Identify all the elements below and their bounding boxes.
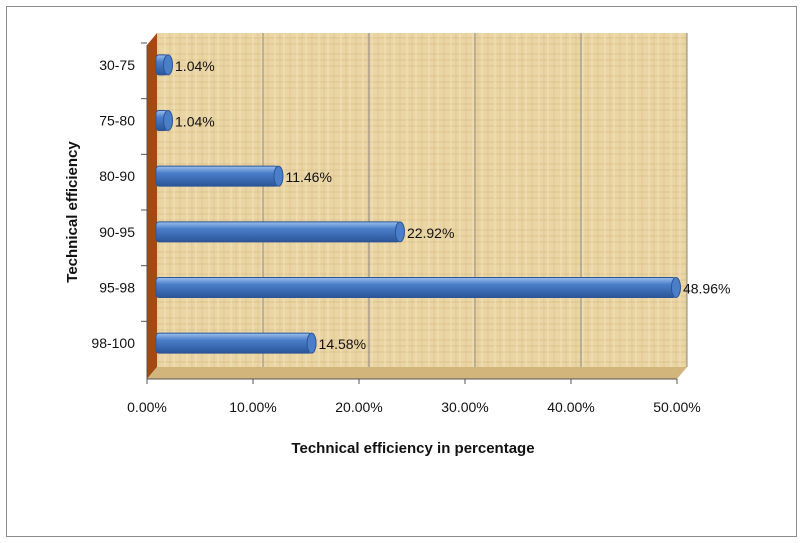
bar-end-cap bbox=[163, 110, 174, 131]
x-tick-label: 50.00% bbox=[653, 399, 700, 415]
x-tick-label: 40.00% bbox=[547, 399, 594, 415]
y-tick-label: 30-75 bbox=[99, 57, 135, 73]
data-label: 22.92% bbox=[407, 225, 454, 241]
y-tick-label: 98-100 bbox=[91, 335, 135, 351]
y-tick-labels: 30-75 75-80 80-90 90-95 95-98 98-100 bbox=[91, 42, 147, 351]
data-label: 1.04% bbox=[175, 58, 215, 74]
bar-end-cap bbox=[394, 221, 405, 243]
data-label: 1.04% bbox=[175, 114, 215, 130]
bar-end-cap bbox=[163, 54, 174, 76]
bar bbox=[155, 277, 677, 298]
y-tick-label: 90-95 bbox=[99, 224, 135, 240]
bar bbox=[155, 221, 401, 243]
data-label: 11.46% bbox=[285, 169, 331, 185]
chart-frame: 1.04% 1.04% 11.46% 22.92% 48.96% 14.58% 30-75… bbox=[6, 6, 797, 537]
bar-chart: 1.04% 1.04% 11.46% 22.92% 48.96% 14.58% 30-75… bbox=[64, 33, 730, 457]
side-wall bbox=[147, 33, 157, 379]
x-axis-title: Technical efficiency in percentage bbox=[291, 440, 534, 457]
y-tick-label: 80-90 bbox=[99, 168, 135, 184]
bar bbox=[155, 165, 279, 187]
bar-end-cap bbox=[273, 165, 284, 187]
bar-end-cap bbox=[306, 332, 317, 354]
y-tick-label: 95-98 bbox=[99, 280, 135, 296]
gridlines bbox=[262, 33, 688, 367]
y-axis-title: Technical efficiency bbox=[64, 141, 81, 283]
back-wall bbox=[157, 33, 687, 367]
y-tick-label: 75-80 bbox=[99, 113, 135, 129]
bars bbox=[155, 54, 681, 354]
x-tick-label: 30.00% bbox=[441, 399, 488, 415]
x-tick-labels: 0.00% 10.00% 20.00% 30.00% 40.00% 50.00% bbox=[127, 379, 701, 415]
x-tick-label: 10.00% bbox=[229, 399, 276, 415]
x-tick-label: 20.00% bbox=[335, 399, 382, 415]
x-tick-label: 0.00% bbox=[127, 399, 167, 415]
floor bbox=[147, 367, 687, 379]
data-label: 14.58% bbox=[319, 336, 366, 352]
bar-end-cap bbox=[670, 277, 681, 298]
data-label: 48.96% bbox=[683, 281, 730, 297]
bar bbox=[155, 332, 313, 354]
data-labels: 1.04% 1.04% 11.46% 22.92% 48.96% 14.58% bbox=[175, 58, 730, 352]
